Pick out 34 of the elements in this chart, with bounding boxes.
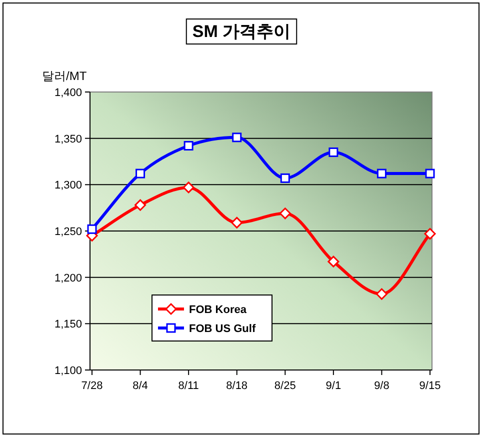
- x-tick-label: 8/4: [132, 380, 148, 392]
- y-tick-label: 1,400: [54, 87, 82, 99]
- x-tick-label: 7/28: [81, 380, 103, 392]
- y-tick-label: 1,200: [54, 272, 82, 284]
- point: [328, 256, 340, 268]
- point: [136, 168, 146, 178]
- point: [328, 147, 338, 157]
- point: [232, 132, 242, 142]
- x-tick-label: 8/25: [274, 380, 296, 392]
- y-tick-label: 1,300: [54, 180, 82, 192]
- point: [280, 173, 290, 183]
- y-tick-label: 1,350: [54, 133, 82, 146]
- point: [425, 168, 435, 178]
- point: [182, 182, 194, 194]
- x-tick-label: 9/1: [326, 380, 342, 392]
- y-axis-title: 달러/MT: [42, 69, 88, 83]
- x-tick-label: 9/8: [374, 380, 390, 392]
- point: [424, 228, 436, 240]
- point: [279, 208, 291, 220]
- x-tick-label: 8/18: [226, 380, 248, 392]
- point: [134, 199, 146, 211]
- point: [184, 140, 194, 150]
- y-tick-label: 1,100: [54, 365, 82, 377]
- y-tick-label: 1,250: [54, 226, 82, 238]
- chart-title: SM 가격추이: [192, 22, 291, 41]
- legend-label: FOB US Gulf: [189, 323, 256, 335]
- x-tick-label: 8/11: [178, 380, 199, 392]
- point: [376, 288, 388, 300]
- x-tick-label: 9/15: [419, 380, 441, 392]
- y-tick-label: 1,150: [54, 318, 82, 331]
- legend-label: FOB Korea: [189, 304, 248, 316]
- point: [376, 168, 386, 178]
- point: [231, 216, 243, 228]
- point: [87, 224, 97, 234]
